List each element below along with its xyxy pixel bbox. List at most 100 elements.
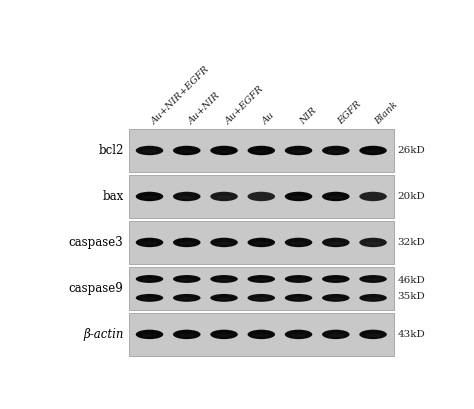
Ellipse shape [322, 238, 350, 247]
Ellipse shape [216, 196, 232, 199]
Ellipse shape [290, 334, 307, 337]
Ellipse shape [136, 294, 163, 302]
Bar [129, 129, 393, 172]
Ellipse shape [141, 297, 158, 300]
Ellipse shape [141, 150, 158, 153]
Ellipse shape [173, 192, 201, 201]
Ellipse shape [173, 294, 201, 302]
Ellipse shape [173, 330, 201, 339]
Ellipse shape [216, 279, 232, 281]
Ellipse shape [328, 150, 344, 153]
Ellipse shape [322, 146, 350, 155]
Ellipse shape [247, 238, 275, 247]
Text: 43kD: 43kD [397, 330, 425, 339]
Ellipse shape [179, 297, 195, 300]
Ellipse shape [290, 196, 307, 199]
Ellipse shape [210, 275, 238, 283]
Ellipse shape [253, 297, 270, 300]
Ellipse shape [216, 297, 232, 300]
Ellipse shape [179, 279, 195, 281]
Bar [129, 175, 393, 218]
Ellipse shape [365, 334, 382, 337]
Text: Blank: Blank [373, 101, 400, 127]
Ellipse shape [359, 275, 387, 283]
Ellipse shape [328, 297, 344, 300]
Ellipse shape [216, 150, 232, 153]
Ellipse shape [210, 330, 238, 339]
Ellipse shape [247, 146, 275, 155]
Ellipse shape [253, 150, 270, 153]
Ellipse shape [141, 334, 158, 337]
Ellipse shape [179, 196, 195, 199]
Text: bcl2: bcl2 [98, 144, 124, 157]
Text: 20kD: 20kD [397, 192, 425, 201]
Ellipse shape [247, 330, 275, 339]
Ellipse shape [285, 294, 312, 302]
Text: bax: bax [102, 190, 124, 203]
Ellipse shape [136, 275, 163, 283]
Ellipse shape [247, 275, 275, 283]
Text: EGFR: EGFR [336, 100, 363, 127]
Ellipse shape [290, 279, 307, 281]
Ellipse shape [179, 334, 195, 337]
Ellipse shape [285, 192, 312, 201]
Text: caspase9: caspase9 [69, 282, 124, 295]
Ellipse shape [141, 242, 158, 245]
Ellipse shape [136, 146, 163, 155]
Ellipse shape [216, 242, 232, 245]
Ellipse shape [365, 242, 382, 245]
Ellipse shape [179, 150, 195, 153]
Ellipse shape [322, 294, 350, 302]
Text: Au: Au [261, 111, 277, 127]
Bar [129, 267, 393, 310]
Text: β-actin: β-actin [83, 328, 124, 341]
Ellipse shape [210, 294, 238, 302]
Ellipse shape [173, 146, 201, 155]
Ellipse shape [285, 330, 312, 339]
Ellipse shape [141, 196, 158, 199]
Ellipse shape [365, 279, 382, 281]
Ellipse shape [322, 275, 350, 283]
Ellipse shape [365, 297, 382, 300]
Text: Au+NIR: Au+NIR [187, 92, 222, 127]
Ellipse shape [285, 146, 312, 155]
Ellipse shape [136, 238, 163, 247]
Ellipse shape [328, 242, 344, 245]
Ellipse shape [290, 150, 307, 153]
Ellipse shape [290, 297, 307, 300]
Text: Au+NIR+EGFR: Au+NIR+EGFR [149, 65, 211, 127]
Text: NIR: NIR [299, 106, 319, 127]
Ellipse shape [210, 146, 238, 155]
Ellipse shape [216, 334, 232, 337]
Ellipse shape [328, 334, 344, 337]
Ellipse shape [210, 192, 238, 201]
Text: 46kD: 46kD [397, 276, 425, 285]
Ellipse shape [285, 238, 312, 247]
Ellipse shape [359, 294, 387, 302]
Ellipse shape [253, 279, 270, 281]
Ellipse shape [322, 330, 350, 339]
Ellipse shape [253, 334, 270, 337]
Ellipse shape [173, 238, 201, 247]
Ellipse shape [328, 279, 344, 281]
Text: Au+EGFR: Au+EGFR [224, 85, 266, 127]
Ellipse shape [365, 150, 382, 153]
Ellipse shape [253, 242, 270, 245]
Ellipse shape [328, 196, 344, 199]
Ellipse shape [136, 330, 163, 339]
Ellipse shape [247, 294, 275, 302]
Ellipse shape [359, 330, 387, 339]
Ellipse shape [359, 192, 387, 201]
Ellipse shape [179, 242, 195, 245]
Ellipse shape [290, 242, 307, 245]
Ellipse shape [322, 192, 350, 201]
Bar [129, 221, 393, 263]
Text: 26kD: 26kD [397, 146, 425, 155]
Text: 35kD: 35kD [397, 292, 425, 301]
Ellipse shape [359, 238, 387, 247]
Ellipse shape [210, 238, 238, 247]
Ellipse shape [173, 275, 201, 283]
Ellipse shape [359, 146, 387, 155]
Bar [129, 313, 393, 355]
Text: caspase3: caspase3 [69, 236, 124, 249]
